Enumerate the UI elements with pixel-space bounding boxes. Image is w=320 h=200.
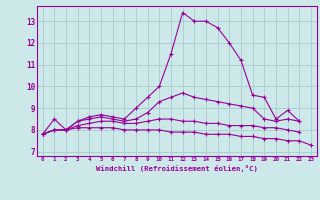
X-axis label: Windchill (Refroidissement éolien,°C): Windchill (Refroidissement éolien,°C) (96, 165, 258, 172)
